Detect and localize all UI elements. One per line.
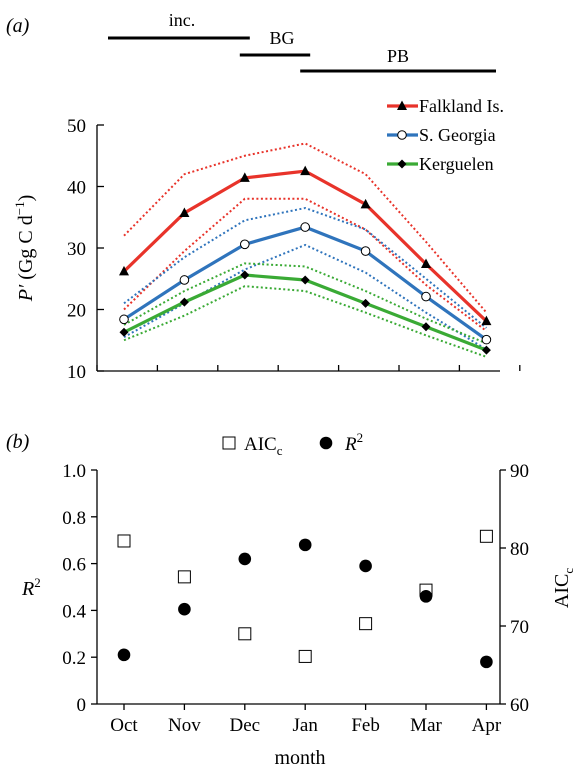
b-left-tick-label: 0 bbox=[77, 695, 87, 716]
a-point-2-4 bbox=[361, 298, 371, 308]
a-ytick-label: 40 bbox=[67, 178, 86, 199]
legend-marker-1 bbox=[397, 130, 407, 140]
panel-b-left-axis-label: R2 bbox=[21, 575, 41, 600]
b-right-tick-label: 80 bbox=[510, 539, 529, 560]
band-upper-0 bbox=[123, 142, 488, 314]
a-ytick-label: 30 bbox=[67, 239, 86, 260]
b-xtick-label: Mar bbox=[410, 715, 442, 736]
panel-a-x-ticks bbox=[96, 365, 521, 371]
b-legend-label-r2: R2 bbox=[344, 430, 363, 455]
b-right-tick-label: 70 bbox=[510, 617, 529, 638]
b-point-0-3 bbox=[298, 649, 312, 663]
b-left-tick-label: 1.0 bbox=[62, 461, 86, 482]
b-point-0-4 bbox=[359, 617, 373, 631]
panel-b-right-axis-label: AICc bbox=[551, 568, 576, 608]
b-right-tick-label: 60 bbox=[510, 695, 529, 716]
b-xtick-label: Apr bbox=[472, 715, 502, 736]
panel-a-y-ticks: 10 20 30 40 50 bbox=[67, 116, 104, 383]
phase-bars: inc. BG PB bbox=[108, 10, 496, 73]
legend-marker-0 bbox=[397, 100, 407, 110]
b-point-1-1 bbox=[178, 602, 191, 616]
series-line-0 bbox=[122, 169, 488, 323]
b-xtick-label: Feb bbox=[351, 715, 380, 736]
a-ytick-label: 20 bbox=[67, 301, 86, 322]
a-point-2-1 bbox=[179, 297, 189, 307]
b-legend-marker-r2 bbox=[319, 436, 333, 450]
b-xtick-label: Oct bbox=[110, 715, 138, 736]
panel-b-points bbox=[117, 529, 493, 669]
b-point-1-2 bbox=[238, 552, 252, 566]
a-point-1-4 bbox=[360, 246, 371, 256]
a-point-1-0 bbox=[119, 314, 129, 325]
a-point-0-3 bbox=[300, 165, 311, 176]
b-point-0-2 bbox=[238, 627, 252, 641]
a-point-0-2 bbox=[239, 172, 250, 182]
a-point-0-0 bbox=[119, 265, 129, 276]
phase-label-1: BG bbox=[269, 28, 294, 48]
series-line-2 bbox=[123, 273, 487, 352]
band-lower-0 bbox=[123, 197, 488, 332]
legend-label-2: Kerguelen bbox=[419, 154, 494, 174]
b-legend-label-aic: AICc bbox=[244, 434, 283, 458]
b-left-tick-label: 0.8 bbox=[62, 508, 86, 529]
panel-a-label: (a) bbox=[6, 15, 30, 37]
a-point-0-5 bbox=[421, 258, 431, 268]
a-point-2-0 bbox=[119, 327, 129, 337]
b-point-1-0 bbox=[117, 648, 131, 662]
b-point-0-6 bbox=[479, 529, 493, 543]
a-point-1-1 bbox=[179, 275, 190, 285]
a-point-0-4 bbox=[360, 198, 371, 209]
a-point-0-6 bbox=[481, 315, 492, 326]
a-point-1-6 bbox=[481, 334, 492, 345]
a-point-2-5 bbox=[421, 322, 431, 332]
b-point-1-4 bbox=[359, 559, 372, 573]
b-right-tick-label: 90 bbox=[510, 461, 529, 482]
a-ytick-label: 50 bbox=[67, 116, 86, 137]
a-point-2-3 bbox=[300, 275, 310, 285]
legend-label-0: Falkland Is. bbox=[419, 96, 504, 116]
panel-b-right-ticks: 60 70 80 90 bbox=[500, 461, 529, 716]
phase-label-2: PB bbox=[387, 46, 409, 66]
b-point-0-0 bbox=[117, 534, 131, 548]
b-point-1-3 bbox=[298, 538, 312, 552]
panel-a-markers bbox=[119, 165, 492, 355]
b-xtick-label: Jan bbox=[293, 715, 319, 736]
panel-b-left-ticks: 0 0.2 0.4 0.6 0.8 1.0 bbox=[62, 461, 97, 716]
panel-a-legend: Falkland Is. S. Georgia Kerguelen bbox=[387, 96, 504, 174]
a-ytick-label: 10 bbox=[67, 362, 86, 383]
panel-a-confidence-lines bbox=[123, 142, 488, 358]
panel-b-legend: AICc R2 bbox=[222, 430, 363, 458]
b-xtick-label: Nov bbox=[168, 715, 201, 736]
panel-b-axes bbox=[96, 470, 501, 705]
legend-marker-2 bbox=[397, 159, 407, 169]
b-left-tick-label: 0.2 bbox=[62, 648, 86, 669]
legend-label-1: S. Georgia bbox=[419, 125, 496, 145]
a-point-2-6 bbox=[481, 345, 491, 355]
b-point-0-1 bbox=[177, 570, 191, 584]
a-point-0-1 bbox=[179, 207, 190, 217]
band-upper-2 bbox=[123, 262, 487, 345]
a-point-1-3 bbox=[300, 222, 311, 232]
phase-label-0: inc. bbox=[169, 10, 196, 30]
panel-b-label: (b) bbox=[6, 431, 30, 453]
b-point-1-6 bbox=[480, 655, 493, 669]
band-upper-1 bbox=[123, 206, 488, 329]
a-point-1-5 bbox=[421, 291, 431, 302]
b-left-tick-label: 0.4 bbox=[62, 601, 86, 622]
b-point-1-5 bbox=[419, 590, 433, 603]
a-point-2-2 bbox=[240, 270, 250, 280]
panel-b-x-ticks: Oct Nov Dec Jan Feb Mar Apr bbox=[110, 704, 502, 736]
panel-a-y-axis-label: P′ (Gg C d−1) bbox=[12, 195, 37, 303]
b-left-tick-label: 0.6 bbox=[62, 555, 86, 576]
b-legend-marker-aic bbox=[222, 436, 236, 450]
a-point-1-2 bbox=[240, 239, 250, 250]
panel-b-x-axis-label: month bbox=[274, 747, 325, 769]
b-xtick-label: Dec bbox=[230, 715, 261, 736]
